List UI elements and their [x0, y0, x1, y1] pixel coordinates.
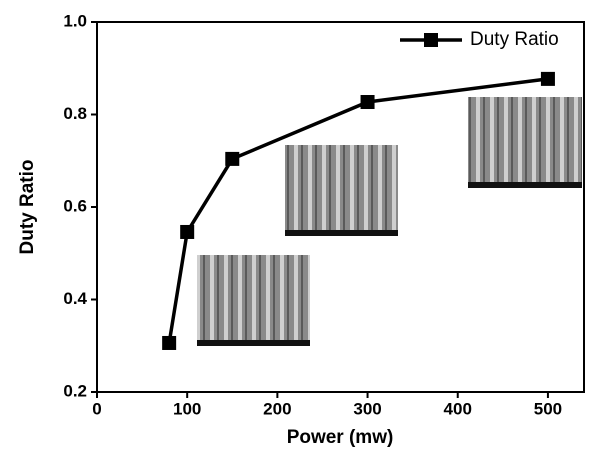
- x-tick-label: 0: [92, 399, 101, 418]
- y-tick-label: 0.6: [63, 196, 87, 215]
- legend-label: Duty Ratio: [470, 29, 559, 50]
- y-tick-label: 0.2: [63, 381, 87, 400]
- y-tick-label: 1.0: [63, 11, 87, 30]
- x-tick-label: 300: [353, 399, 381, 418]
- inset-image: [285, 145, 398, 236]
- y-axis-title: Duty Ratio: [17, 160, 38, 255]
- x-tick-label: 200: [263, 399, 291, 418]
- x-tick-label: 100: [173, 399, 201, 418]
- point-marker: [360, 95, 375, 110]
- point-marker: [225, 151, 240, 166]
- x-tick-label: 400: [444, 399, 472, 418]
- point-marker: [540, 71, 555, 86]
- point-marker: [180, 224, 195, 239]
- y-tick-label: 0.8: [63, 104, 87, 123]
- legend-marker: [424, 33, 438, 47]
- x-tick-label: 500: [534, 399, 562, 418]
- x-axis-title: Power (mw): [287, 427, 394, 448]
- inset-image: [468, 97, 582, 188]
- point-marker: [162, 335, 177, 350]
- y-tick-label: 0.4: [63, 289, 87, 308]
- inset-image: [197, 255, 310, 346]
